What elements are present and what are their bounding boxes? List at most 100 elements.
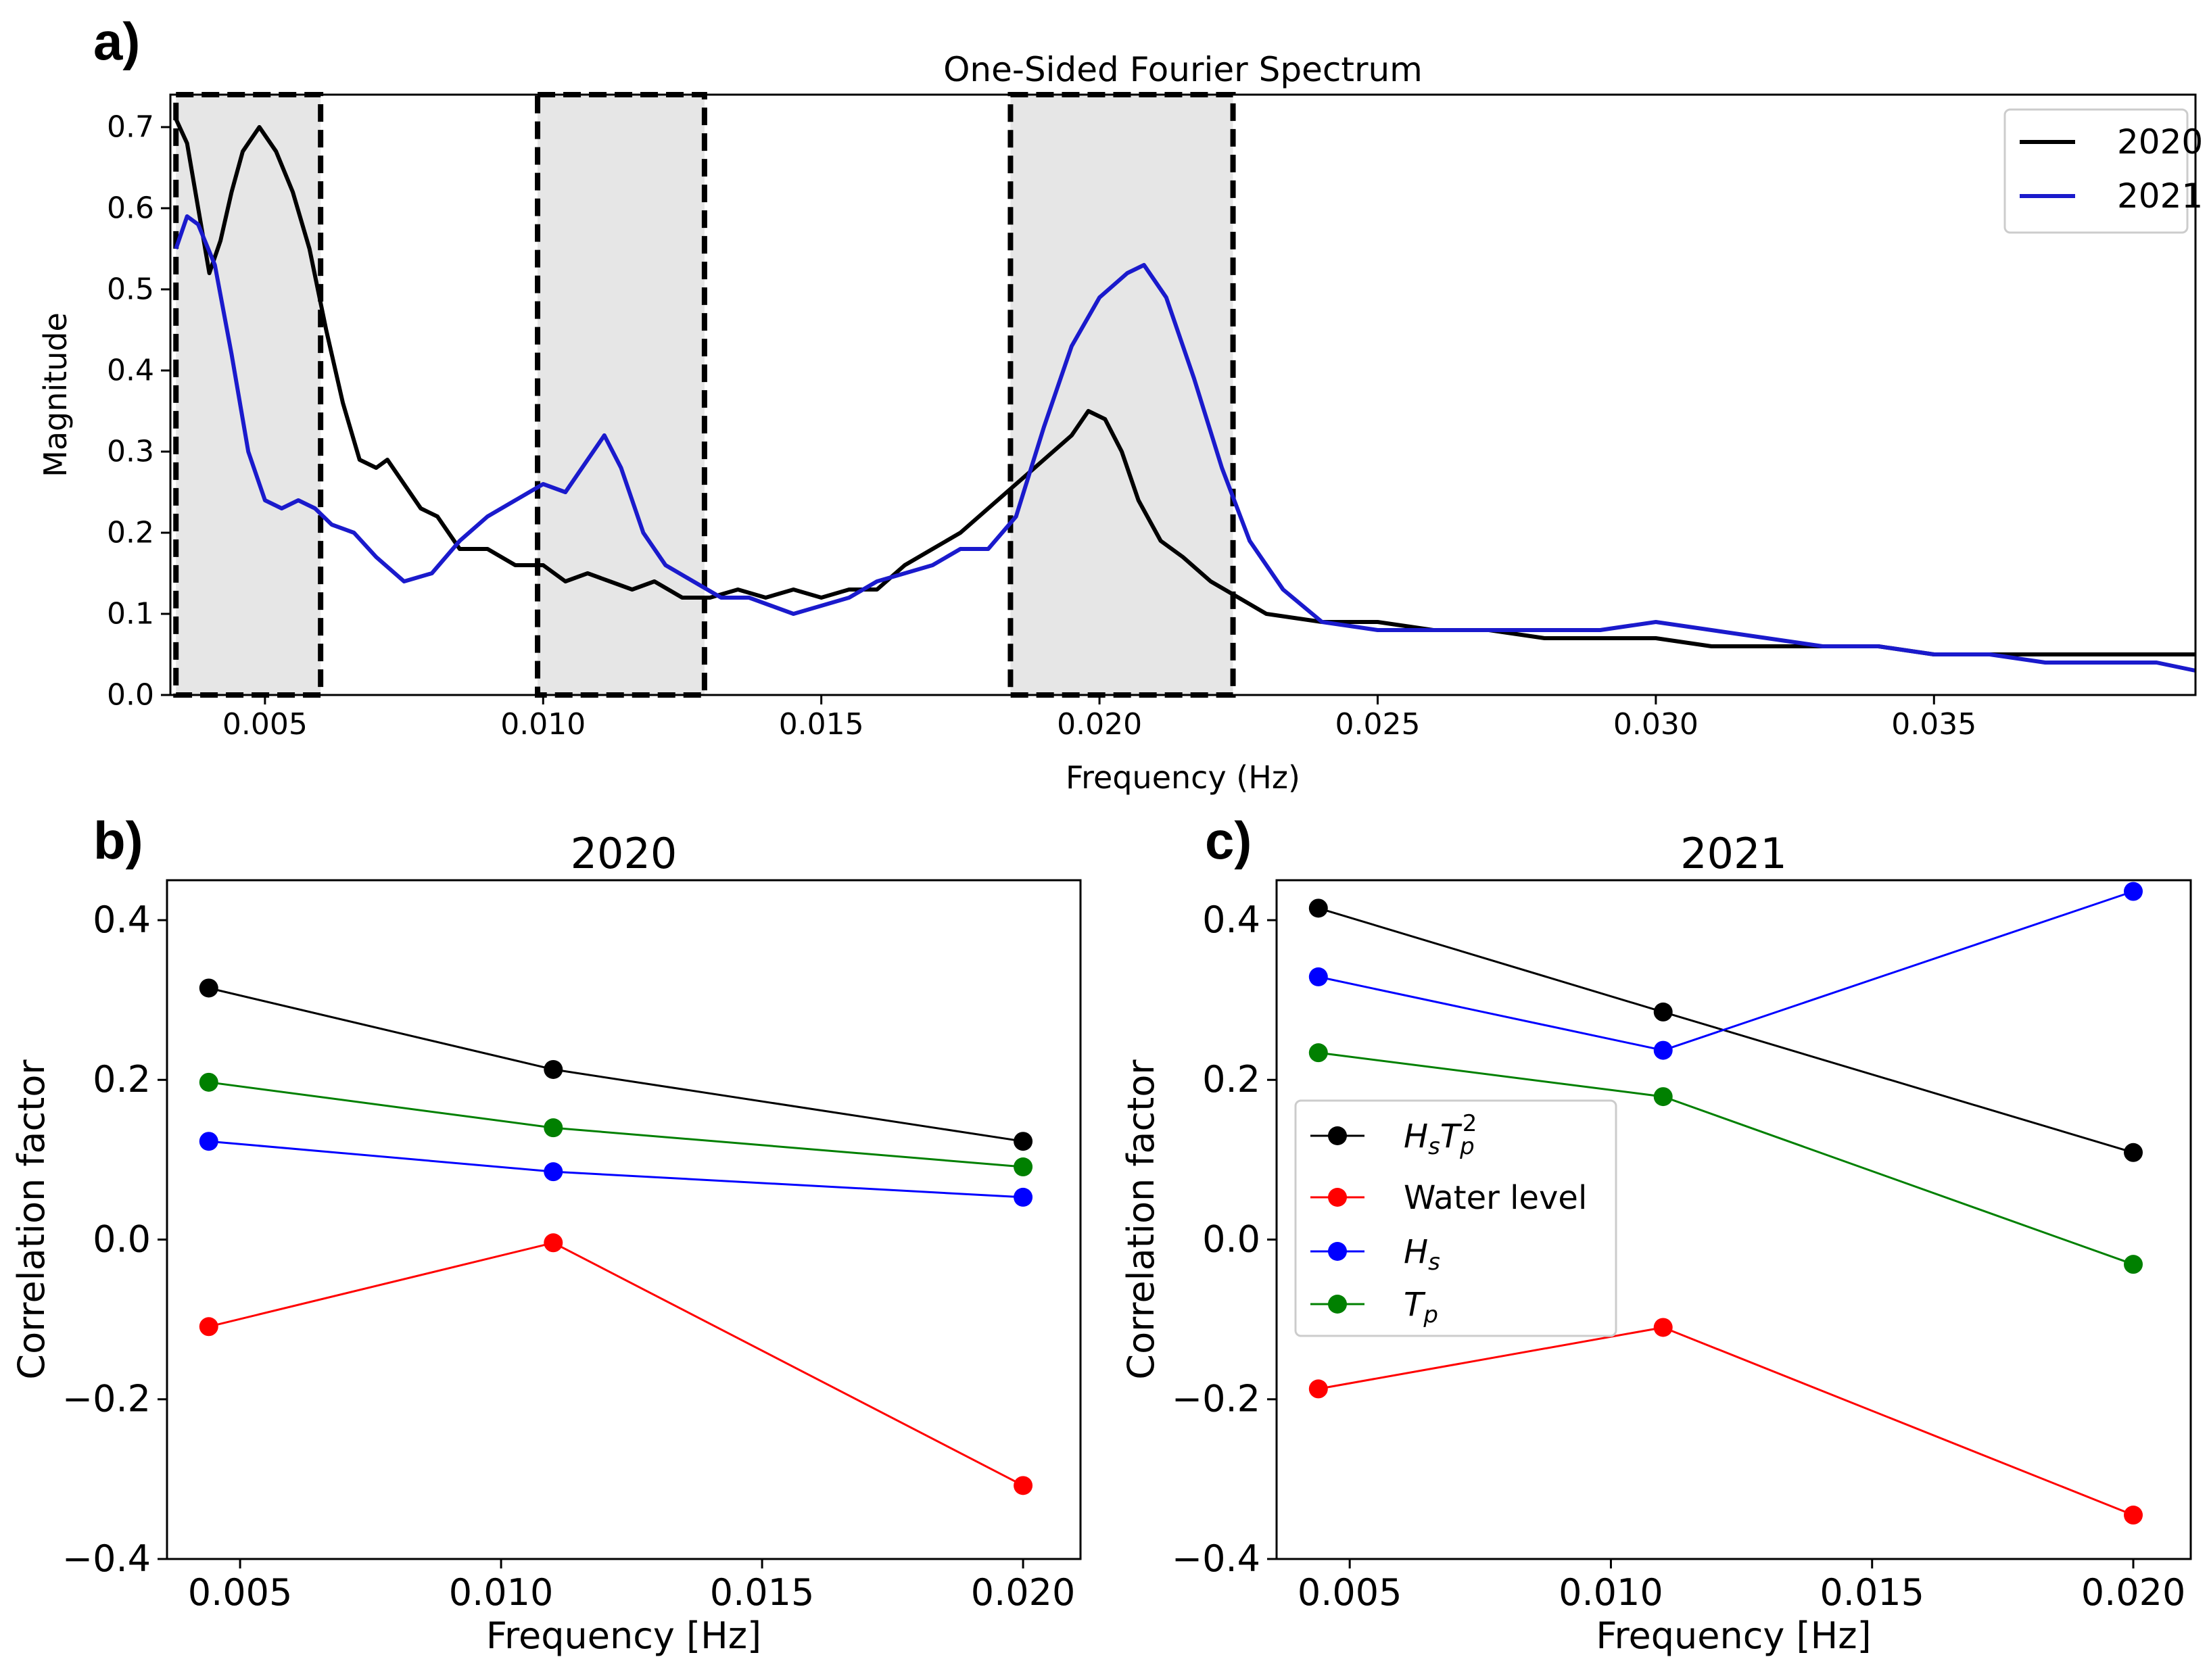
x-tick-label: 0.020 xyxy=(2081,1571,2186,1614)
legend-entry-tp: Tp xyxy=(1310,1286,1438,1328)
series-line-2021 xyxy=(174,214,2196,673)
correlation-2021-title: 2021 xyxy=(1680,829,1787,878)
legend-marker-tp xyxy=(1328,1295,1347,1314)
legend-label-tp: Tp xyxy=(1404,1286,1438,1328)
correlation-2020-axes-frame xyxy=(166,879,1082,1560)
y-tick-label: 0.2 xyxy=(107,516,154,550)
x-tick-label: 0.005 xyxy=(222,707,308,742)
data-point-hs xyxy=(1653,1040,1673,1060)
legend-marker-hs xyxy=(1328,1242,1347,1261)
x-tick-label: 0.005 xyxy=(188,1571,293,1614)
data-point-hs xyxy=(544,1162,563,1182)
y-tick-label: 0.0 xyxy=(107,678,154,713)
x-tick-label: 0.015 xyxy=(1820,1571,1924,1614)
legend-label-2021: 2021 xyxy=(2117,176,2203,216)
correlation-legend: HsTp2 Water level Hs Tp xyxy=(1294,1099,1617,1337)
x-tick-label: 0.015 xyxy=(710,1571,815,1614)
legend-box xyxy=(1294,1099,1617,1337)
x-tick-label: 0.005 xyxy=(1298,1571,1402,1614)
y-tick-label: 0.4 xyxy=(93,898,151,941)
data-point-hstp2 xyxy=(1653,1002,1673,1022)
legend-entry-water-level: Water level xyxy=(1310,1179,1587,1217)
spectrum-chart: 0.005 0.010 0.015 0.020 0.025 0.030 0.035 0.0 0… xyxy=(37,50,2203,796)
data-point-hstp2 xyxy=(199,978,218,998)
data-point-tp xyxy=(199,1072,218,1092)
y-tick-label: 0.3 xyxy=(107,435,154,469)
y-tick-label: 0.4 xyxy=(107,354,154,388)
x-tick-label: 0.020 xyxy=(1057,707,1142,742)
spectrum-title: One-Sided Fourier Spectrum xyxy=(943,50,1423,89)
correlation-2021-x-axis-label: Frequency [Hz] xyxy=(1596,1614,1871,1657)
spectrum-x-axis-label: Frequency (Hz) xyxy=(1066,759,1300,796)
x-tick-label: 0.030 xyxy=(1613,707,1699,742)
series-line-hs xyxy=(1318,890,2134,1052)
legend-marker-water-level xyxy=(1328,1188,1347,1207)
correlation-2021-y-axis-label: Correlation factor xyxy=(1120,1059,1162,1380)
y-tick-label: −0.2 xyxy=(1172,1378,1260,1420)
data-point-water-level xyxy=(1653,1318,1673,1337)
legend-label-2020: 2020 xyxy=(2117,122,2203,162)
x-tick-label: 0.015 xyxy=(779,707,864,742)
y-tick-label: 0.2 xyxy=(1202,1058,1260,1101)
spectrum-legend: 2020 2021 xyxy=(2003,108,2203,234)
data-point-hs xyxy=(2124,882,2143,901)
correlation-2020-x-axis-label: Frequency [Hz] xyxy=(486,1614,761,1657)
correlation-chart-2020: 0.005 0.010 0.015 0.020 −0.4 −0.2 0.0 0.2 0.4 2… xyxy=(10,829,1082,1657)
y-tick-label: 0.0 xyxy=(1202,1218,1260,1260)
data-point-tp xyxy=(2124,1255,2143,1274)
highlight-band xyxy=(176,95,321,695)
y-tick-label: 0.1 xyxy=(107,597,154,631)
legend-label-hs: Hs xyxy=(1404,1233,1440,1276)
data-point-water-level xyxy=(199,1317,218,1337)
x-tick-label: 0.010 xyxy=(1559,1571,1663,1614)
y-tick-label: −0.2 xyxy=(62,1378,151,1420)
data-point-hstp2 xyxy=(544,1059,563,1079)
y-tick-label: −0.4 xyxy=(62,1537,151,1580)
y-tick-label: 0.0 xyxy=(93,1218,151,1260)
spectrum-y-axis-label: Magnitude xyxy=(37,312,74,477)
x-tick-label: 0.020 xyxy=(971,1571,1076,1614)
legend-label-water-level: Water level xyxy=(1404,1179,1587,1217)
series-line-2020 xyxy=(174,118,2195,656)
correlation-2021-axes-frame xyxy=(1275,879,2192,1560)
data-point-water-level xyxy=(2124,1506,2143,1525)
y-tick-label: 0.7 xyxy=(107,110,154,145)
series-line-water-level xyxy=(208,1241,1024,1487)
highlight-band xyxy=(538,95,705,695)
data-point-hs xyxy=(1308,967,1328,986)
series-line-hs xyxy=(208,1140,1024,1199)
x-tick-label: 0.010 xyxy=(449,1571,554,1614)
data-point-water-level xyxy=(544,1233,563,1253)
data-point-tp xyxy=(1014,1157,1033,1177)
legend-label-hstp2: HsTp2 xyxy=(1404,1110,1477,1160)
series-line-tp xyxy=(208,1081,1024,1168)
data-point-tp xyxy=(1653,1087,1673,1107)
y-tick-label: 0.2 xyxy=(93,1058,151,1101)
data-point-tp xyxy=(1308,1043,1328,1063)
data-point-water-level xyxy=(1014,1476,1033,1495)
x-tick-label: 0.035 xyxy=(1891,707,1976,742)
highlight-band-border xyxy=(173,92,324,698)
correlation-2020-title: 2020 xyxy=(571,829,678,878)
data-point-hstp2 xyxy=(1014,1132,1033,1151)
data-point-hs xyxy=(1014,1187,1033,1207)
panel-label-b: b) xyxy=(93,811,143,870)
spectrum-axes-frame xyxy=(169,93,2197,696)
series-line-hstp2 xyxy=(208,987,1024,1143)
data-point-hstp2 xyxy=(2124,1143,2143,1162)
legend-entry-hs: Hs xyxy=(1310,1233,1440,1276)
data-point-tp xyxy=(544,1118,563,1138)
y-tick-label: −0.4 xyxy=(1172,1537,1260,1580)
legend-entry-hstp2: HsTp2 xyxy=(1310,1110,1477,1160)
series-line-water-level xyxy=(1318,1326,2134,1516)
y-tick-label: 0.4 xyxy=(1202,898,1260,941)
panel-label-a: a) xyxy=(93,11,140,71)
y-tick-label: 0.5 xyxy=(107,272,154,307)
data-point-hstp2 xyxy=(1308,898,1328,918)
correlation-2020-y-axis-label: Correlation factor xyxy=(10,1059,53,1380)
legend-marker-hstp2 xyxy=(1328,1126,1347,1145)
x-tick-label: 0.010 xyxy=(500,707,586,742)
highlight-band xyxy=(1010,95,1233,695)
y-tick-label: 0.6 xyxy=(107,191,154,226)
